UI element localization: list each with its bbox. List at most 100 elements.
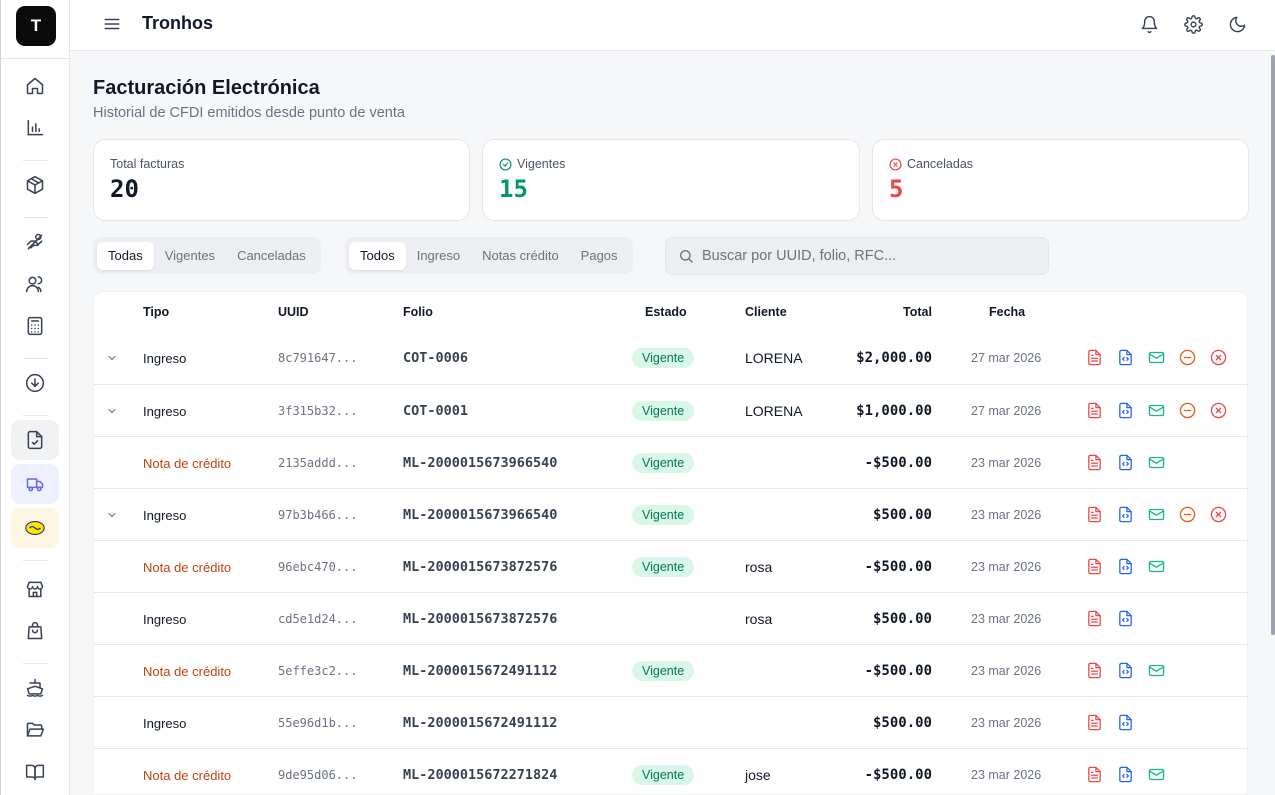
- cell-total: -$500.00: [864, 559, 932, 575]
- x-circle-icon[interactable]: [1210, 349, 1227, 366]
- nav-docs[interactable]: [11, 752, 59, 792]
- expand-row-button[interactable]: [106, 332, 122, 384]
- nav-logistics[interactable]: [11, 668, 59, 708]
- mail-icon[interactable]: [1148, 402, 1165, 419]
- menu-button[interactable]: [101, 13, 123, 35]
- table-row[interactable]: Ingreso 55e96d1b... ML-2000015672491112 $50…: [94, 696, 1247, 748]
- filter-pagos[interactable]: Pagos: [580, 248, 618, 263]
- notifications-button[interactable]: [1137, 12, 1161, 36]
- nav-invoicing[interactable]: [11, 420, 59, 460]
- xml-file-icon[interactable]: [1117, 454, 1134, 471]
- nav-downloads[interactable]: [11, 363, 59, 403]
- bar-chart-icon: [27, 119, 44, 136]
- app-logo[interactable]: T: [16, 6, 56, 46]
- nav-customers[interactable]: [11, 264, 59, 304]
- x-circle-icon: [889, 157, 902, 171]
- theme-toggle-button[interactable]: [1225, 12, 1249, 36]
- status-badge: Vigente: [632, 661, 695, 681]
- page-scrollbar[interactable]: [1271, 55, 1275, 635]
- table-row[interactable]: Nota de crédito 96ebc470... ML-20000156738…: [94, 540, 1247, 593]
- xml-file-icon[interactable]: [1117, 349, 1134, 366]
- stat-value: 20: [110, 175, 139, 203]
- nav-products[interactable]: [11, 165, 59, 205]
- col-header-uuid[interactable]: UUID: [278, 305, 309, 319]
- nav-shipping[interactable]: [11, 464, 59, 504]
- pdf-icon[interactable]: [1086, 766, 1103, 783]
- pdf-icon[interactable]: [1086, 558, 1103, 575]
- filter-notas-credito[interactable]: Notas crédito: [482, 248, 559, 263]
- mail-icon[interactable]: [1148, 506, 1165, 523]
- mail-icon[interactable]: [1148, 454, 1165, 471]
- cell-estado: Vigente: [632, 489, 695, 541]
- pdf-icon[interactable]: [1086, 349, 1103, 366]
- pdf-icon[interactable]: [1086, 506, 1103, 523]
- xml-file-icon[interactable]: [1117, 714, 1134, 731]
- col-header-tipo[interactable]: Tipo: [143, 305, 170, 319]
- stat-card-vigentes: Vigentes 15: [482, 139, 860, 221]
- page-title: Facturación Electrónica: [93, 77, 320, 99]
- expand-row-button[interactable]: [106, 385, 122, 437]
- xml-file-icon[interactable]: [1117, 558, 1134, 575]
- table-row[interactable]: Ingreso 8c791647... COT-0006 Vigente LORENA $…: [94, 332, 1247, 384]
- cell-cliente: LORENA: [745, 403, 803, 419]
- pdf-icon[interactable]: [1086, 714, 1103, 731]
- nav-marketplace[interactable]: [11, 508, 59, 548]
- col-header-estado[interactable]: Estado: [645, 305, 687, 319]
- filter-vigentes[interactable]: Vigentes: [164, 248, 216, 263]
- bell-icon: [1141, 15, 1157, 33]
- nav-home[interactable]: [11, 66, 59, 106]
- xml-file-icon[interactable]: [1117, 402, 1134, 419]
- cell-estado: Vigente: [632, 541, 695, 593]
- cell-uuid: 96ebc470...: [278, 560, 358, 574]
- pdf-icon[interactable]: [1086, 610, 1103, 627]
- col-header-folio[interactable]: Folio: [403, 305, 433, 319]
- store-icon: [26, 581, 44, 598]
- col-header-total[interactable]: Total: [903, 305, 932, 319]
- filter-todas[interactable]: Todas: [97, 241, 154, 270]
- search-input[interactable]: [702, 238, 1042, 274]
- filter-canceladas[interactable]: Canceladas: [237, 248, 306, 263]
- filter-todos[interactable]: Todos: [349, 241, 406, 270]
- pdf-icon[interactable]: [1086, 662, 1103, 679]
- cell-total: $500.00: [872, 611, 932, 627]
- xml-file-icon[interactable]: [1117, 766, 1134, 783]
- shopping-bag-icon: [27, 621, 43, 640]
- x-circle-icon[interactable]: [1210, 402, 1227, 419]
- table-row[interactable]: Nota de crédito 9de95d06... ML-20000156722…: [94, 748, 1247, 794]
- minus-circle-icon[interactable]: [1179, 506, 1196, 523]
- status-badge: Vigente: [632, 453, 695, 473]
- table-row[interactable]: Ingreso cd5e1d24... ML-2000015673872576 ros…: [94, 592, 1247, 644]
- table-row[interactable]: Ingreso 97b3b466... ML-2000015673966540 Vig…: [94, 488, 1247, 541]
- nav-calculator[interactable]: [11, 306, 59, 346]
- nav-files[interactable]: [11, 710, 59, 750]
- pdf-icon[interactable]: [1086, 402, 1103, 419]
- settings-button[interactable]: [1181, 12, 1205, 36]
- xml-file-icon[interactable]: [1117, 506, 1134, 523]
- mail-icon[interactable]: [1148, 766, 1165, 783]
- col-header-cliente[interactable]: Cliente: [745, 305, 787, 319]
- pdf-icon[interactable]: [1086, 454, 1103, 471]
- cell-cliente: rosa: [745, 611, 773, 627]
- xml-file-icon[interactable]: [1117, 610, 1134, 627]
- nav-reports[interactable]: [11, 108, 59, 148]
- cell-uuid: 3f315b32...: [278, 404, 358, 418]
- minus-circle-icon[interactable]: [1179, 349, 1196, 366]
- mail-icon[interactable]: [1148, 662, 1165, 679]
- col-header-fecha[interactable]: Fecha: [989, 305, 1026, 319]
- mail-icon[interactable]: [1148, 349, 1165, 366]
- nav-sales[interactable]: [11, 222, 59, 262]
- nav-store[interactable]: [11, 569, 59, 609]
- x-circle-icon[interactable]: [1210, 506, 1227, 523]
- nav-divider: [23, 663, 48, 664]
- nav-shopping[interactable]: [11, 611, 59, 651]
- minus-circle-icon[interactable]: [1179, 402, 1196, 419]
- cell-cliente: rosa: [745, 559, 773, 575]
- status-badge: Vigente: [632, 505, 695, 525]
- mail-icon[interactable]: [1148, 558, 1165, 575]
- expand-row-button[interactable]: [106, 489, 122, 541]
- xml-file-icon[interactable]: [1117, 662, 1134, 679]
- table-row[interactable]: Ingreso 3f315b32... COT-0001 Vigente LORENA $…: [94, 384, 1247, 437]
- filter-ingreso[interactable]: Ingreso: [416, 248, 461, 263]
- table-row[interactable]: Nota de crédito 5effe3c2... ML-20000156724…: [94, 644, 1247, 696]
- table-row[interactable]: Nota de crédito 2135addd... ML-20000156739…: [94, 436, 1247, 488]
